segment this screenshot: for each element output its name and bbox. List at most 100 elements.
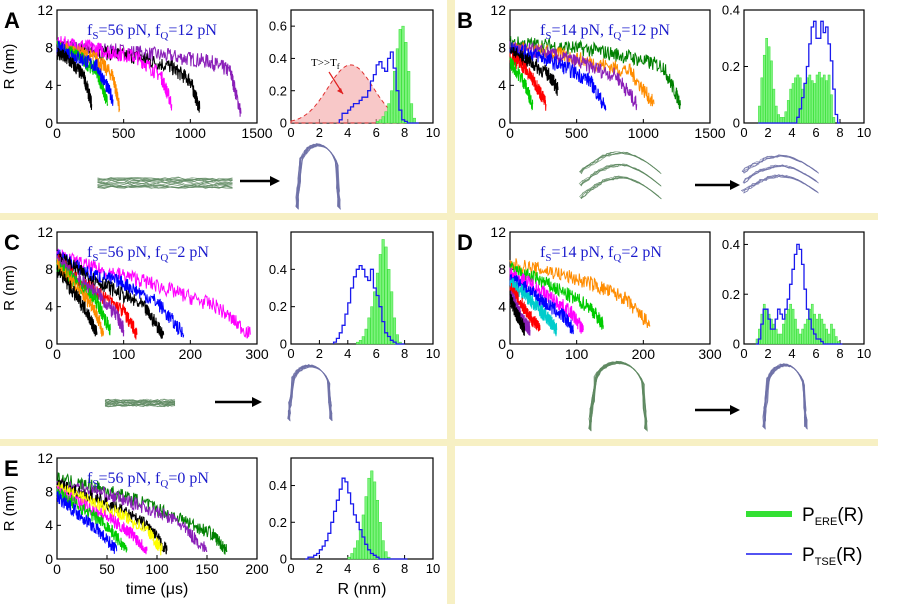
ere-histogram-bar bbox=[777, 114, 780, 124]
force-annotation: fS=14 pN, fQ=12 pN bbox=[540, 22, 670, 42]
structure-D-extended bbox=[588, 360, 648, 432]
ere-histogram-bar bbox=[375, 272, 379, 345]
structure-D-folded bbox=[762, 363, 808, 430]
structure-strand bbox=[580, 177, 659, 199]
annotation-subscript: S bbox=[92, 30, 98, 42]
ere-histogram-bar bbox=[387, 269, 391, 345]
ere-histogram-bar bbox=[765, 38, 768, 124]
histogram-ytick-label: 0 bbox=[733, 116, 740, 131]
structure-strand bbox=[743, 154, 818, 173]
structure-strand bbox=[589, 362, 647, 430]
timeseries-xtick-label: 1500 bbox=[694, 125, 725, 141]
timeseries-xtick-label: 100 bbox=[112, 346, 136, 362]
timeseries-ytick-label: 4 bbox=[45, 299, 53, 315]
annotation-text: f bbox=[540, 244, 546, 261]
ere-histogram-bar bbox=[782, 323, 785, 345]
histogram-ytick-label: 0.2 bbox=[722, 287, 740, 302]
structure-strand bbox=[97, 177, 233, 189]
tse-histogram-line bbox=[332, 264, 405, 345]
high-temperature-label-subscript: f bbox=[337, 62, 340, 71]
timeseries-ytick-label: 12 bbox=[37, 450, 53, 466]
ere-histogram-bar bbox=[820, 318, 824, 345]
timeseries-xtick-label: 500 bbox=[565, 125, 589, 141]
ere-histogram-bar bbox=[358, 340, 362, 345]
ere-histogram-bar bbox=[373, 291, 377, 345]
legend-tse-label: PTSE(R) bbox=[802, 545, 862, 568]
ere-histogram-bar bbox=[370, 306, 374, 345]
ere-histogram-bar bbox=[770, 318, 773, 345]
timeseries-ytick-label: 8 bbox=[45, 484, 53, 500]
tse-histogram-line bbox=[305, 477, 408, 560]
histogram-ytick-label: 0 bbox=[733, 337, 740, 352]
force-annotation: fS=56 pN, fQ=12 pN bbox=[87, 22, 217, 42]
annotation-subscript: Q bbox=[160, 252, 168, 264]
histogram-ytick-label: 0.2 bbox=[269, 299, 287, 314]
ere-histogram-bar bbox=[353, 547, 357, 560]
trajectory-series-3 bbox=[509, 267, 584, 334]
annotation-subscript: S bbox=[545, 252, 551, 264]
annotation-text: =2 pN bbox=[168, 244, 209, 261]
structure-strand bbox=[105, 399, 176, 408]
timeseries-ytick-label: 4 bbox=[45, 517, 53, 533]
timeseries-xtick-label: 0 bbox=[53, 125, 61, 141]
ere-histogram-bar bbox=[813, 83, 816, 124]
annotation-subscript: S bbox=[545, 30, 551, 42]
annotation-text: =14 pN, bbox=[551, 244, 608, 261]
ere-histogram-bar bbox=[760, 77, 764, 124]
ere-histogram-bar bbox=[758, 105, 761, 124]
ere-histogram-bar bbox=[791, 83, 795, 124]
structure-A-extended bbox=[97, 176, 233, 190]
histogram-xlabel: R (nm) bbox=[338, 581, 387, 598]
ere-histogram-bar bbox=[384, 111, 388, 124]
timeseries-ytick-label: 8 bbox=[498, 40, 506, 56]
ere-histogram-bar bbox=[825, 80, 828, 124]
structure-B-folded bbox=[740, 154, 820, 194]
timeseries-ytick-label: 12 bbox=[490, 224, 506, 240]
histogram-xtick-label: 10 bbox=[426, 125, 440, 140]
trajectory-series-5 bbox=[509, 278, 558, 337]
ere-histogram-bar bbox=[387, 103, 391, 124]
force-annotation: fS=56 pN, fQ=2 pN bbox=[87, 244, 209, 264]
timeseries-ytick-label: 0 bbox=[45, 336, 53, 352]
horizontal-separator-top bbox=[0, 213, 878, 220]
histogram-xtick-label: 10 bbox=[857, 346, 871, 361]
ere-histogram-bar bbox=[825, 328, 828, 345]
structure-strand bbox=[743, 174, 818, 194]
force-annotation: fS=14 pN, fQ=2 pN bbox=[540, 244, 662, 264]
panel-letter: D bbox=[457, 230, 473, 255]
tse-histogram-line bbox=[338, 51, 419, 124]
histogram-ytick-label: 0.4 bbox=[722, 237, 740, 252]
histogram-xtick-label: 2 bbox=[764, 125, 771, 140]
ere-histogram-bar bbox=[779, 117, 783, 124]
histogram-ytick-label: 0 bbox=[280, 337, 287, 352]
structure-strand bbox=[104, 398, 176, 408]
ere-histogram-bar bbox=[789, 303, 792, 345]
timeseries-ytick-label: 12 bbox=[37, 224, 53, 240]
ere-histogram-bar bbox=[815, 74, 819, 124]
structure-strand bbox=[590, 360, 647, 431]
ere-histogram-bar bbox=[808, 74, 812, 124]
histogram-xtick-label: 2 bbox=[316, 125, 323, 140]
timeseries-ytick-label: 8 bbox=[45, 40, 53, 56]
histogram-xtick-label: 4 bbox=[344, 346, 351, 361]
annotation-text: f bbox=[155, 22, 161, 39]
histogram-xtick-label: 4 bbox=[344, 561, 351, 576]
structure-strand bbox=[580, 164, 661, 186]
structure-strand bbox=[762, 363, 806, 427]
structure-strand bbox=[580, 151, 662, 174]
annotation-subscript: Q bbox=[160, 478, 168, 490]
timeseries-ylabel: R (nm) bbox=[1, 265, 18, 311]
ere-histogram-bar bbox=[774, 105, 778, 124]
histogram-xtick-label: 0 bbox=[287, 125, 294, 140]
ere-histogram-bar bbox=[777, 333, 780, 345]
panel-letter: C bbox=[4, 230, 20, 255]
ere-histogram-bar bbox=[378, 522, 382, 560]
annotation-text: =2 pN bbox=[621, 244, 662, 261]
ere-histogram-bar bbox=[367, 477, 371, 560]
transition-arrow-A-head bbox=[270, 176, 280, 186]
force-annotation: fS=56 pN, fQ=0 pN bbox=[87, 470, 209, 490]
ere-histogram-bar bbox=[350, 553, 354, 560]
ere-histogram-bar bbox=[806, 318, 809, 345]
